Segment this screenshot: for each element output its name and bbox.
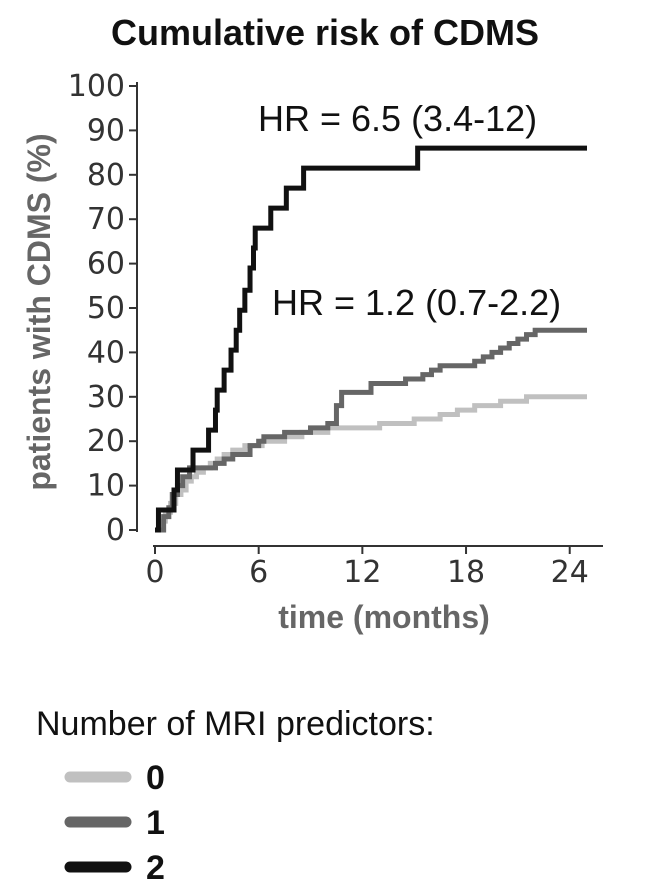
x-ticks: 0 6 12 18 24 [145,546,589,590]
y-tick-label: 100 [68,69,125,104]
x-tick-label: 18 [447,555,485,590]
x-tick-label: 0 [145,555,164,590]
y-tick-label: 40 [87,335,125,370]
y-tick-label: 10 [87,469,125,504]
x-axis: 0 6 12 18 24 [145,545,603,590]
y-tick-label: 90 [87,113,125,148]
y-tick-label: 20 [87,424,125,459]
legend-label-2: 2 [146,849,165,887]
hr-annotation-series-2: HR = 6.5 (3.4-12) [258,98,537,139]
chart-title: Cumulative risk of CDMS [111,12,539,53]
x-tick-label: 6 [249,555,268,590]
x-tick-label: 24 [551,555,589,590]
legend-label-0: 0 [146,759,165,797]
hr-annotation-series-1: HR = 1.2 (0.7-2.2) [272,282,561,323]
x-axis-label: time (months) [278,599,490,635]
y-tick-label: 60 [87,247,125,282]
legend: Number of MRI predictors: 0 1 2 [36,705,435,887]
legend-label-1: 1 [146,804,165,842]
legend-items: 0 1 2 [64,759,165,887]
legend-title: Number of MRI predictors: [36,705,435,743]
series-layer [155,145,587,533]
y-tick-label: 80 [87,158,125,193]
y-tick-label: 50 [87,291,125,326]
y-axis-label: patients with CDMS (%) [21,133,57,490]
y-tick-label: 70 [87,202,125,237]
y-tick-label: 0 [106,513,125,548]
series-line-1 [155,327,587,533]
y-tick-label: 30 [87,380,125,415]
y-ticks: 0 10 20 30 40 50 60 70 80 90 100 [68,69,137,548]
series-line-2 [155,145,587,533]
x-tick-label: 12 [343,555,381,590]
y-axis: 0 10 20 30 40 50 60 70 80 90 100 [68,69,138,548]
